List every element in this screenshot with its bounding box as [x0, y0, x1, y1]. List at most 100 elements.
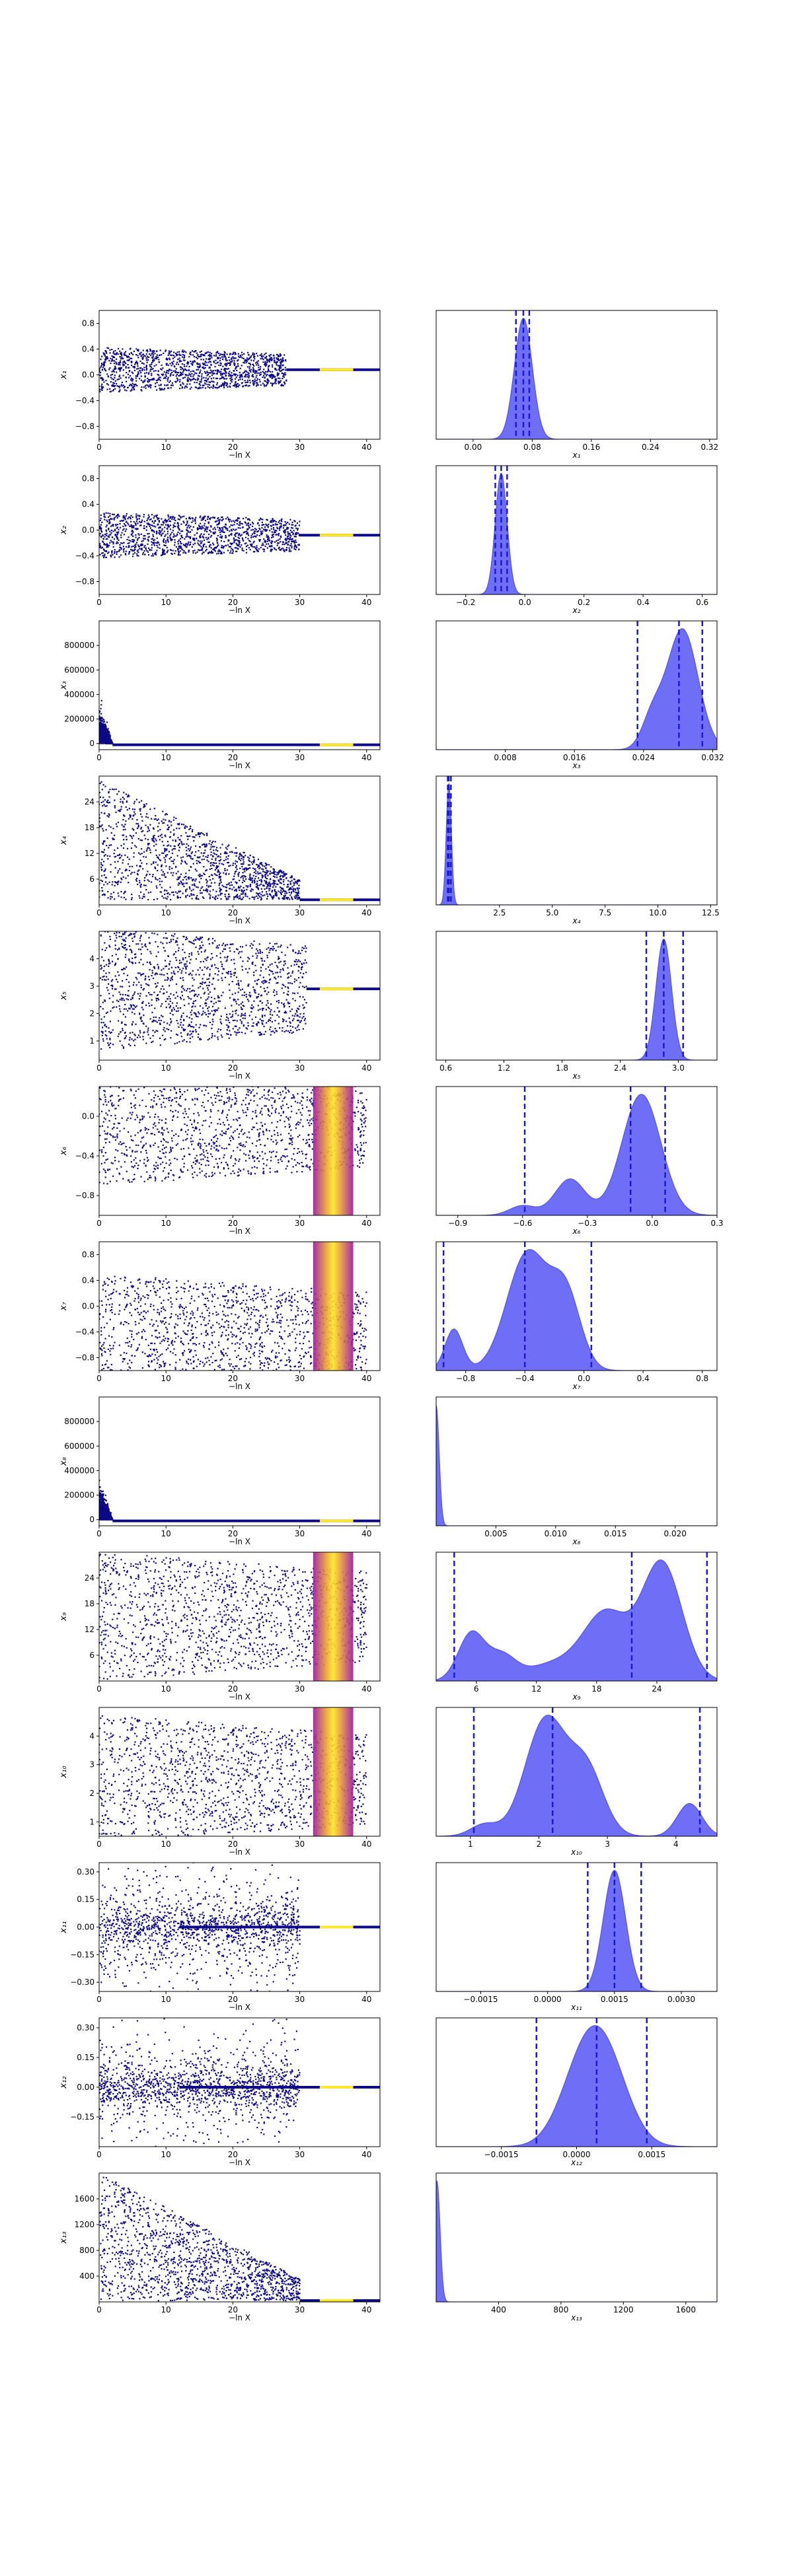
- row-11: 0 10 20 30 40−0.30−0.150.000.150.30−ln Xx₁₁−…: [59, 1862, 718, 2012]
- x-tick-label: 0: [96, 2150, 102, 2159]
- trace-ylabel: x₆: [59, 1147, 69, 1156]
- trace-panel: 0 10 20 30 40 6 12 18 24 −ln X x₄: [59, 775, 381, 925]
- trace-frame: [98, 620, 381, 750]
- kde-fill: [436, 2180, 717, 2302]
- x-tick-label: 1200: [613, 2305, 634, 2314]
- trace-frame: [98, 1396, 381, 1526]
- x-tick-label: 0: [96, 1840, 102, 1849]
- kde-panel: 2.5 5.0 7.5 10.0 12.5 x₄: [435, 775, 720, 925]
- y-tick-label: 0.30: [77, 1867, 94, 1877]
- x-tick-label: 40: [361, 1219, 371, 1228]
- x-tick-label: 0.0: [578, 1374, 590, 1383]
- x-tick-label: 30: [295, 1063, 305, 1073]
- kde-panel: 0.008 0.016 0.024 0.032 x₃: [435, 620, 724, 770]
- x-tick-label: 40: [361, 1840, 371, 1849]
- trace-panel: 0 10 20 30 40 −0.8 −0.4 0.0 0.4 0.8 −ln X x₇: [59, 1241, 381, 1391]
- kde-fill: [436, 1870, 717, 1991]
- y-tick-label: 4: [89, 1731, 94, 1740]
- converged-band: [313, 1087, 354, 1215]
- row-9: 0 10 20 30 40 6 12 18 24 −ln X x₉ 6 12 18 24 x₉: [59, 1552, 718, 1701]
- kde-panel: −0.0015 0.0000 0.0015 x₁₂: [435, 2017, 718, 2167]
- kde-fill: [436, 1559, 717, 1681]
- kde-frame: [435, 620, 718, 750]
- y-tick-label: 200000: [64, 715, 94, 724]
- x-tick-label: 20: [228, 908, 238, 917]
- x-tick-label: 0.008: [494, 753, 516, 762]
- trace-ylabel: x₅: [59, 991, 69, 1001]
- x-tick-label: 0.005: [484, 1529, 507, 1538]
- trace-frame: [98, 2172, 381, 2303]
- trace-xlabel: −ln X: [229, 1382, 250, 1391]
- y-tick-label: 0.00: [77, 1923, 94, 1932]
- kde-xlabel: x₈: [572, 1537, 581, 1546]
- y-tick-label: 12: [85, 849, 94, 858]
- trace-ylabel: x₁: [59, 371, 69, 380]
- x-tick-label: −0.9: [448, 1219, 467, 1228]
- trace-frame: [98, 775, 381, 906]
- y-tick-label: 0.30: [77, 2023, 94, 2032]
- x-tick-label: 30: [295, 598, 305, 607]
- row-10: 0 10 20 30 40 1 2 3 4 −ln X x₁₀ 1 2 3 4 x₁₀: [59, 1707, 718, 1857]
- trace-panel: 0 10 20 30 40 6 12 18 24 −ln X x₉: [59, 1552, 381, 1701]
- x-tick-label: 0: [96, 1684, 102, 1694]
- trace-panel: 0 10 20 30 40 −0.8 −0.4 0.0 0.4 0.8 −ln X x₂: [59, 465, 381, 615]
- kde-xlabel: x₇: [572, 1382, 581, 1391]
- y-tick-label: 400000: [64, 690, 94, 699]
- trace-frame: [98, 2017, 381, 2147]
- x-tick-label: 2.4: [614, 1063, 626, 1073]
- kde-frame: [435, 775, 718, 906]
- y-tick-label: 400000: [64, 1466, 94, 1475]
- x-tick-label: 0: [96, 1219, 102, 1228]
- x-tick-label: 0.015: [604, 1529, 626, 1538]
- x-tick-label: 0.3: [710, 1219, 723, 1228]
- row-6: 0 10 20 30 40 −0.8 −0.4 0.0 −ln X x₆ −0.9 −0.6 −0.3 0…: [59, 1086, 724, 1236]
- y-tick-label: 1200: [74, 2220, 94, 2229]
- x-tick-label: 40: [361, 1995, 371, 2004]
- y-tick-label: 3: [89, 982, 94, 991]
- x-tick-label: −0.0015: [463, 1995, 498, 2004]
- trace-xlabel: −ln X: [229, 916, 250, 925]
- x-tick-label: 4: [673, 1840, 679, 1849]
- x-tick-label: 0.0030: [667, 1995, 695, 2004]
- kde-frame: [435, 465, 718, 595]
- x-tick-label: 0.00: [465, 443, 482, 452]
- kde-fill: [436, 317, 717, 439]
- kde-fill: [436, 473, 717, 594]
- y-tick-label: 24: [85, 797, 94, 806]
- x-tick-label: 40: [361, 598, 371, 607]
- trace-panel: 0 10 20 30 40 −0.15 0.00 0.15 0.30 −ln X x₁₂: [59, 2017, 381, 2167]
- y-tick-label: 1600: [74, 2194, 94, 2203]
- x-tick-label: 10: [161, 1063, 171, 1073]
- kde-panel: 0.005 0.010 0.015 0.020 x₈: [435, 1396, 718, 1546]
- converged-band: [313, 1242, 354, 1371]
- x-tick-label: −0.2: [456, 598, 475, 607]
- x-tick-label: 7.5: [599, 908, 611, 917]
- trace-xlabel: −ln X: [229, 2003, 250, 2012]
- y-tick-label: −0.30: [70, 1978, 94, 1987]
- x-tick-label: 0.0015: [638, 2150, 665, 2159]
- x-tick-label: 0.016: [563, 753, 585, 762]
- trace-xlabel: −ln X: [229, 1692, 250, 1701]
- x-tick-label: 30: [295, 2305, 305, 2314]
- trace-points: [99, 1552, 367, 1681]
- kde-fill: [436, 2025, 717, 2147]
- x-tick-label: 24: [652, 1684, 661, 1694]
- y-tick-label: −0.8: [75, 1353, 94, 1363]
- y-tick-label: 0.0: [82, 1112, 94, 1121]
- x-tick-label: 40: [361, 1684, 371, 1694]
- x-tick-label: 20: [228, 1063, 238, 1073]
- y-tick-label: 0.8: [82, 319, 94, 328]
- kde-fill: [436, 1249, 717, 1371]
- x-tick-label: 0.4: [637, 1374, 650, 1383]
- kde-panel: −0.0015 0.0000 0.0015 0.0030 x₁₁: [435, 1862, 718, 2012]
- x-tick-label: 0: [96, 1529, 102, 1538]
- kde-panel: −0.9 −0.6 −0.3 0.0 0.3 x₆: [435, 1086, 724, 1236]
- x-tick-label: 0.6: [439, 1063, 452, 1073]
- trace-frame: [98, 931, 381, 1061]
- x-tick-label: 20: [228, 1840, 238, 1849]
- x-tick-label: 10: [161, 908, 171, 917]
- trace-panel: 0 10 20 30 40 −0.8 −0.4 0.0 0.4 0.8 −ln X x₁: [59, 310, 381, 460]
- kde-panel: 1 2 3 4 x₁₀: [435, 1707, 718, 1857]
- x-tick-label: 18: [591, 1684, 601, 1694]
- trace-ylabel: x₁₀: [59, 1766, 69, 1779]
